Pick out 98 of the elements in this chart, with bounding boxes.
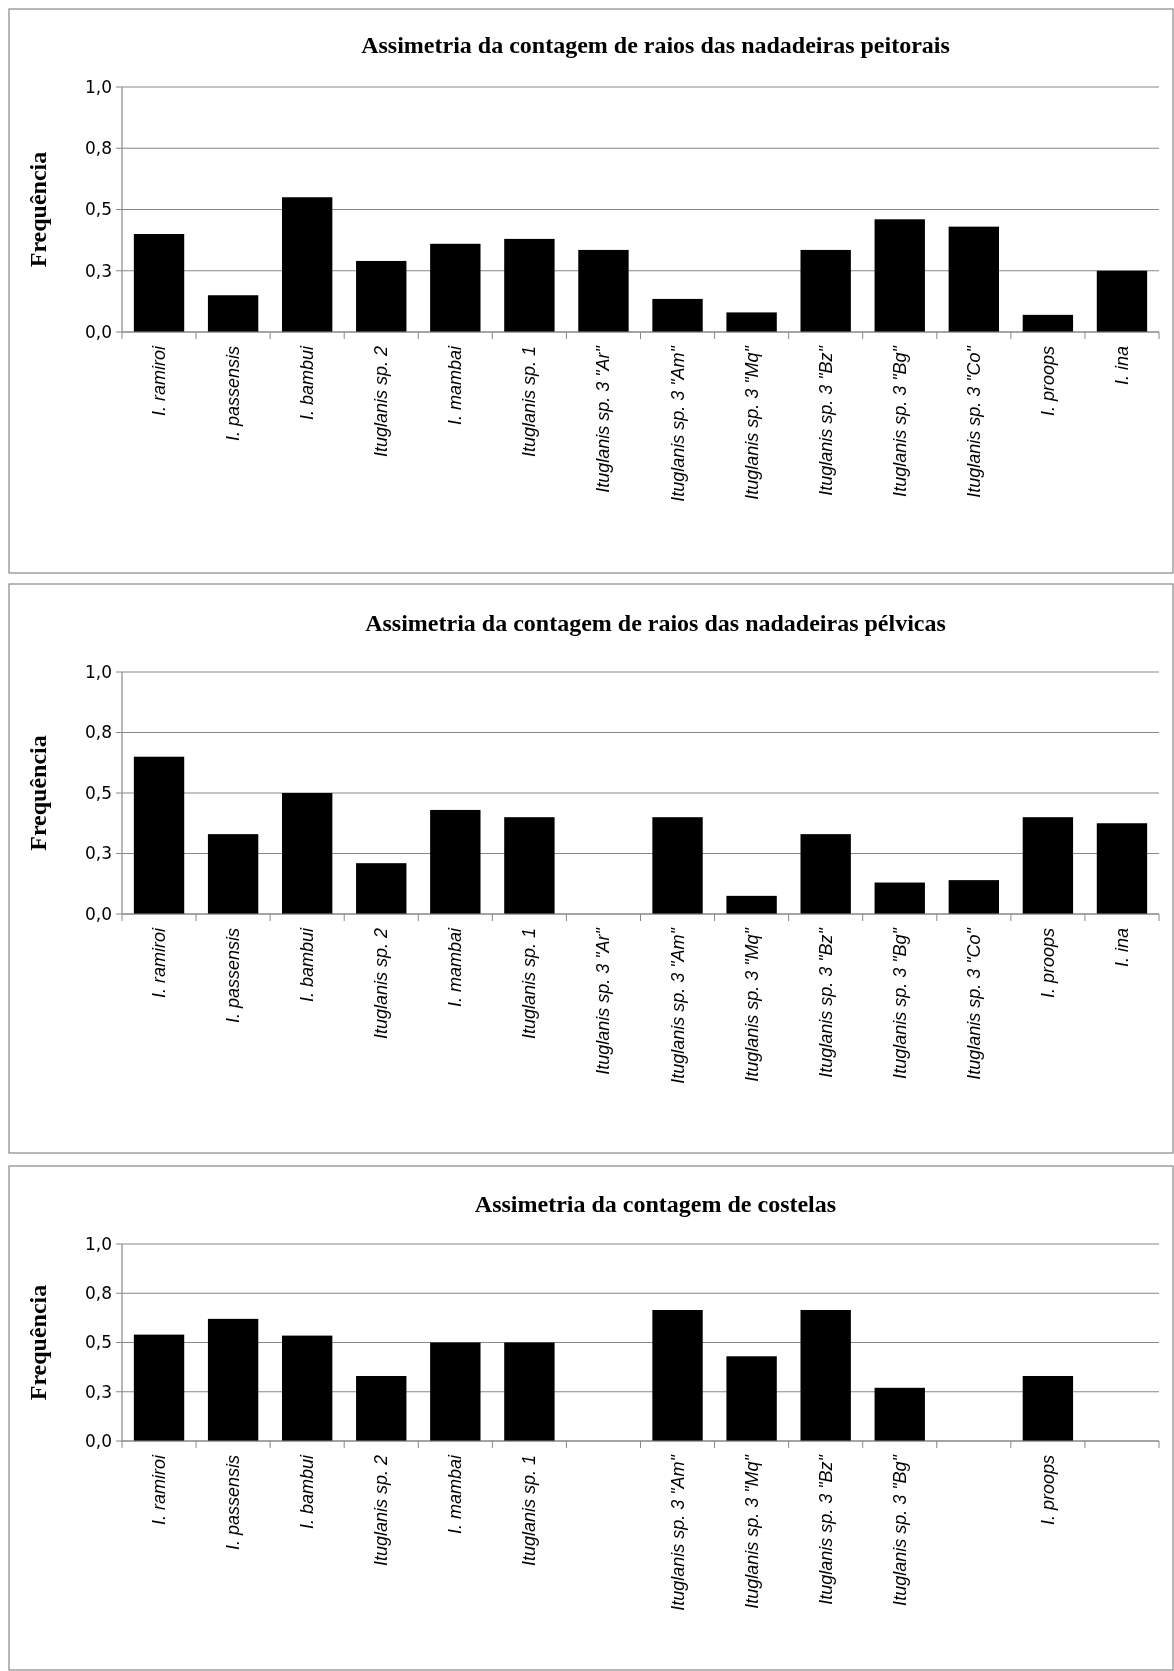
bar <box>430 809 481 914</box>
x-tick-label: Ituglanis sp. 3 "Mq" <box>741 344 762 500</box>
x-tick-label: Ituglanis sp. 2 <box>371 1455 392 1567</box>
bar <box>726 312 777 332</box>
bar <box>504 817 555 914</box>
bar <box>874 1387 925 1441</box>
x-tick-label: Ituglanis sp. 3 "Bg" <box>889 1453 910 1606</box>
bar <box>800 834 851 914</box>
bar <box>504 238 555 332</box>
y-tick-label: 0,0 <box>84 1430 112 1451</box>
bar <box>1022 817 1074 914</box>
x-tick-label: Ituglanis sp. 1 <box>519 928 540 1040</box>
chart-title: Assimetria da contagem de costelas <box>474 1191 837 1217</box>
x-tick-label: I. passensis <box>223 346 244 442</box>
x-tick-label: I. ina <box>1111 928 1132 968</box>
bar <box>504 1342 555 1441</box>
bar <box>726 895 777 914</box>
bar <box>874 219 925 332</box>
x-tick-label: Ituglanis sp. 2 <box>371 928 392 1040</box>
x-tick-label: Ituglanis sp. 3 "Mq" <box>741 1453 762 1609</box>
bar <box>800 1309 851 1441</box>
x-tick-label: I. ramiroi <box>149 927 170 999</box>
bar <box>356 1375 407 1441</box>
x-tick-label: Ituglanis sp. 1 <box>519 346 540 458</box>
x-tick-label: I. passensis <box>223 928 244 1024</box>
bar <box>281 197 333 332</box>
x-tick-label: I. proops <box>1037 928 1058 999</box>
y-axis-title: Frequência <box>25 151 51 268</box>
bar <box>800 249 851 332</box>
bar <box>281 793 333 914</box>
x-tick-label: I. ramiroi <box>149 1454 170 1526</box>
bar <box>874 882 925 914</box>
chart-title: Assimetria da contagem de raios das nadadeiras pélvicas <box>365 610 946 636</box>
chart-title: Assimetria da contagem de raios das nadadeiras peitorais <box>361 32 950 58</box>
y-tick-label: 0,3 <box>84 260 112 281</box>
x-tick-label: Ituglanis sp. 3 "Am" <box>667 1453 688 1611</box>
x-tick-label: I. bambui <box>297 927 318 1003</box>
x-tick-label: I. mambai <box>445 1454 466 1535</box>
y-tick-label: 1,0 <box>84 1233 112 1254</box>
bar <box>356 260 407 332</box>
y-tick-label: 0,0 <box>84 321 112 342</box>
y-tick-label: 0,0 <box>84 903 112 924</box>
x-tick-label: I. bambui <box>297 345 318 421</box>
x-tick-label: Ituglanis sp. 3 "Bg" <box>889 926 910 1079</box>
x-tick-label: Ituglanis sp. 3 "Bg" <box>889 344 910 497</box>
x-tick-label: I. bambui <box>297 1454 318 1530</box>
bar <box>1022 314 1074 332</box>
bar <box>133 1334 185 1441</box>
x-tick-label: Ituglanis sp. 3 "Bz" <box>815 1453 836 1605</box>
x-tick-label: I. mambai <box>445 345 466 426</box>
y-tick-label: 1,0 <box>84 76 112 97</box>
bar <box>207 834 259 914</box>
y-tick-label: 0,5 <box>84 199 112 220</box>
x-tick-label: Ituglanis sp. 2 <box>371 346 392 458</box>
x-tick-label: I. proops <box>1037 1455 1058 1526</box>
x-tick-label: Ituglanis sp. 3 "Ar" <box>593 926 614 1075</box>
bar <box>1096 823 1148 914</box>
bar <box>356 863 407 914</box>
x-tick-label: Ituglanis sp. 3 "Co" <box>963 926 984 1080</box>
bar <box>652 298 703 332</box>
x-tick-label: Ituglanis sp. 3 "Mq" <box>741 926 762 1082</box>
x-tick-label: Ituglanis sp. 3 "Ar" <box>593 344 614 493</box>
y-axis-title: Frequência <box>25 1284 51 1401</box>
x-tick-label: Ituglanis sp. 1 <box>519 1455 540 1567</box>
x-tick-label: Ituglanis sp. 3 "Am" <box>667 344 688 502</box>
bar <box>948 226 1000 332</box>
bar <box>207 1318 259 1441</box>
x-tick-label: I. proops <box>1037 346 1058 417</box>
x-tick-label: Ituglanis sp. 3 "Co" <box>963 344 984 498</box>
y-tick-label: 0,8 <box>84 138 112 159</box>
bar <box>652 1309 703 1441</box>
y-tick-label: 0,3 <box>84 1381 112 1402</box>
bar <box>652 817 703 914</box>
bar <box>133 234 185 332</box>
bar <box>281 1335 333 1441</box>
x-tick-label: I. ina <box>1111 346 1132 386</box>
bar <box>133 756 185 914</box>
bar <box>430 1342 481 1441</box>
bar <box>430 243 481 332</box>
y-tick-label: 0,8 <box>84 1283 112 1304</box>
y-axis-title: Frequência <box>25 735 51 851</box>
x-tick-label: I. ramiroi <box>149 345 170 417</box>
x-tick-label: Ituglanis sp. 3 "Bz" <box>815 926 836 1078</box>
y-tick-label: 0,3 <box>84 843 112 864</box>
x-tick-label: Ituglanis sp. 3 "Bz" <box>815 344 836 496</box>
bar <box>207 295 259 332</box>
bar <box>1022 1375 1074 1441</box>
y-tick-label: 0,5 <box>84 1332 112 1353</box>
bar <box>1096 270 1148 332</box>
x-tick-label: Ituglanis sp. 3 "Am" <box>667 926 688 1084</box>
x-tick-label: I. passensis <box>223 1455 244 1551</box>
y-tick-label: 1,0 <box>84 661 112 682</box>
y-tick-label: 0,8 <box>84 722 112 743</box>
bar <box>726 1356 777 1441</box>
y-tick-label: 0,5 <box>84 782 112 803</box>
bar <box>578 249 629 332</box>
bar <box>948 880 1000 914</box>
x-tick-label: I. mambai <box>445 927 466 1008</box>
